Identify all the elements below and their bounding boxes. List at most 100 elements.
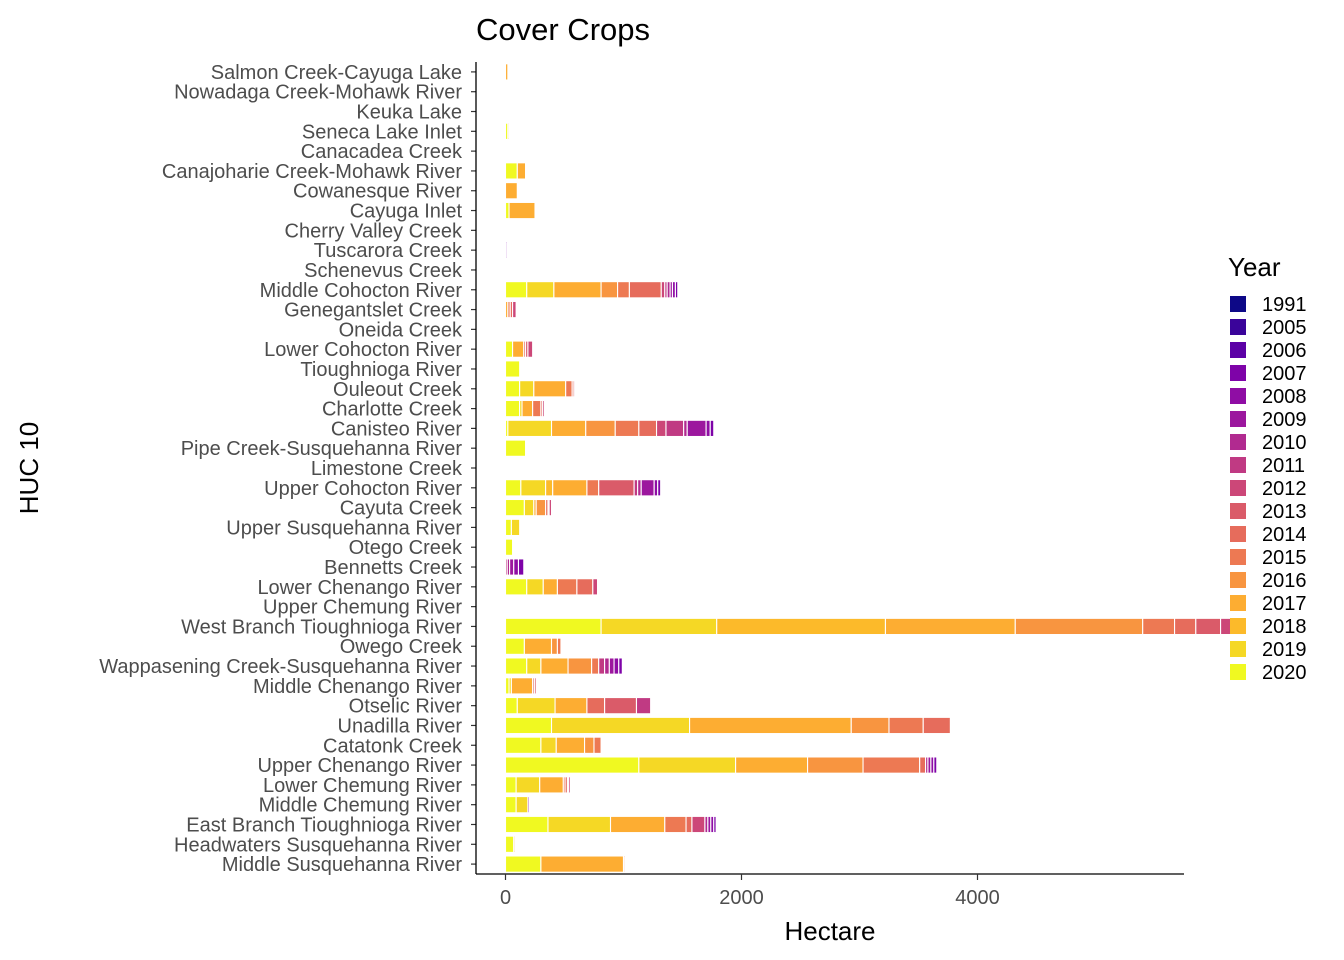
category-label: Middle Susquehanna River xyxy=(222,854,462,876)
x-tick-label: 4000 xyxy=(955,887,1000,909)
legend-label: 2019 xyxy=(1262,639,1307,661)
bar-segment xyxy=(548,498,553,517)
bar-segment xyxy=(1174,617,1197,636)
bar-segment xyxy=(862,756,921,774)
bar-segment xyxy=(685,815,693,834)
bar-segment xyxy=(638,419,658,438)
category-label: Canacadea Creek xyxy=(301,141,463,163)
bar-segment xyxy=(542,578,558,596)
category-label: Cowanesque River xyxy=(293,181,462,203)
bar-segment xyxy=(686,419,707,438)
bar-segment xyxy=(509,558,515,576)
bar-segment xyxy=(526,578,544,596)
bar-segment xyxy=(504,518,512,537)
bar-segment xyxy=(591,657,600,675)
legend-swatch xyxy=(1230,411,1246,427)
bar-segment xyxy=(507,122,510,140)
category-label: Middle Chemung River xyxy=(259,795,463,817)
category-label: Ouleout Creek xyxy=(333,379,463,401)
bar-segment xyxy=(504,756,640,774)
category-label: Schenevus Creek xyxy=(304,260,463,282)
bar-segment xyxy=(613,657,620,675)
y-axis-title: HUC 10 xyxy=(14,422,44,514)
legend-swatch xyxy=(1230,480,1246,496)
bar-segment xyxy=(504,182,518,200)
legend-swatch xyxy=(1230,641,1246,657)
category-label: Pipe Creek-Susquehanna River xyxy=(181,438,463,460)
bar-segment xyxy=(691,815,706,834)
bar-segment xyxy=(1195,617,1222,636)
chart-title: Cover Crops xyxy=(476,12,650,47)
category-label: Cayuga Inlet xyxy=(350,201,463,223)
bar-segment xyxy=(504,578,528,596)
bar-segment xyxy=(512,300,517,319)
bar-segment xyxy=(542,399,545,418)
legend-label: 2010 xyxy=(1262,432,1307,454)
legend-label: 2012 xyxy=(1262,478,1307,500)
category-label: West Branch Tioughnioga River xyxy=(181,616,462,638)
legend-swatch xyxy=(1230,457,1246,473)
legend-label: 2006 xyxy=(1262,340,1307,362)
category-label: Headwaters Susquehanna River xyxy=(174,834,462,856)
bar-segment xyxy=(504,835,515,853)
category-label: Nowadaga Creek-Mohawk River xyxy=(174,82,462,104)
bar-layer xyxy=(504,63,1245,873)
bar-segment xyxy=(504,340,514,358)
bar-segment xyxy=(504,360,521,378)
bar-segment xyxy=(567,657,593,675)
bar-segment xyxy=(504,736,542,754)
bar-segment xyxy=(553,281,602,299)
bar-segment xyxy=(539,776,564,794)
bar-segment xyxy=(504,439,527,457)
bar-segment xyxy=(513,835,516,853)
legend-swatch xyxy=(1230,365,1246,381)
bar-segment xyxy=(504,538,514,556)
legend-label: 2005 xyxy=(1262,317,1307,339)
legend-swatch xyxy=(1230,503,1246,519)
x-tick-label: 0 xyxy=(500,887,511,909)
bar-segment xyxy=(888,716,924,735)
legend: Year 19912005200620072008200920102011201… xyxy=(1228,252,1307,684)
legend-label: 2018 xyxy=(1262,616,1307,638)
category-label: Keuka Lake xyxy=(356,102,462,124)
bar-segment xyxy=(504,855,542,873)
bar-segment xyxy=(527,796,530,814)
category-label: Cherry Valley Creek xyxy=(285,220,463,242)
bar-segment xyxy=(922,716,951,735)
bar-segment xyxy=(512,340,525,358)
bar-segment xyxy=(523,637,553,655)
bar-segment xyxy=(573,380,576,398)
bar-segment xyxy=(713,815,717,834)
bar-segment xyxy=(504,162,518,180)
bar-segment xyxy=(689,716,852,735)
bar-segment xyxy=(508,201,536,220)
bar-segment xyxy=(540,657,569,675)
bar-segment xyxy=(592,578,599,596)
category-label: Upper Chemung River xyxy=(263,597,462,619)
x-tick-label: 2000 xyxy=(719,887,764,909)
x-axis-title: Hectare xyxy=(784,916,875,946)
category-label: Tuscarora Creek xyxy=(314,240,463,262)
bar-segment xyxy=(550,419,587,438)
bar-segment xyxy=(540,855,625,873)
bar-segment xyxy=(600,281,619,299)
bar-segment xyxy=(919,756,927,774)
bar-segment xyxy=(517,558,525,576)
category-label: Upper Susquehanna River xyxy=(226,517,462,539)
category-label: Lower Cohocton River xyxy=(264,339,462,361)
category-label: Cayuta Creek xyxy=(340,498,463,520)
bar-segment xyxy=(716,617,887,636)
category-label: Middle Chenango River xyxy=(253,676,462,698)
category-label: Canajoharie Creek-Mohawk River xyxy=(162,161,462,183)
category-label: Genegantslet Creek xyxy=(284,300,463,322)
bar-segment xyxy=(807,756,864,774)
bar-segment xyxy=(1014,617,1144,636)
bar-segment xyxy=(665,419,685,438)
bar-segment xyxy=(554,696,588,715)
bar-segment xyxy=(523,498,535,517)
bar-segment xyxy=(504,617,602,636)
bar-segment xyxy=(504,796,517,814)
legend-swatch xyxy=(1230,618,1246,634)
bar-segment xyxy=(510,677,534,695)
